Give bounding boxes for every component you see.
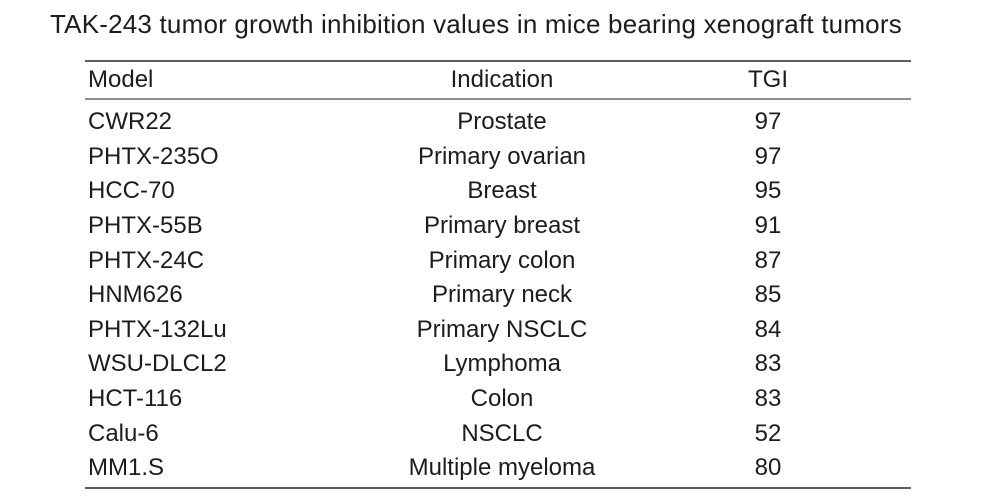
row-model-cell: PHTX-235O xyxy=(88,142,219,170)
row-indication-cell: Primary ovarian xyxy=(417,142,587,170)
row-tgi-cell: 80 xyxy=(754,454,782,482)
row-tgi-cell: 95 xyxy=(754,177,782,205)
row-indication-cell: NSCLC xyxy=(461,419,543,447)
row-indication-cell: Primary breast xyxy=(423,212,581,240)
column-header-indication: Indication xyxy=(450,66,554,93)
table-row: HCT-116 Colon 83 xyxy=(85,382,911,417)
table-row: PHTX-132Lu Primary NSCLC 84 xyxy=(85,313,911,348)
row-indication-cell: Prostate xyxy=(457,108,547,136)
row-model-cell: PHTX-55B xyxy=(88,212,203,240)
row-indication-cell: Primary colon xyxy=(428,246,576,274)
row-model-cell: HCT-116 xyxy=(88,385,183,413)
row-indication-cell: Primary neck xyxy=(431,281,573,309)
figure-title: TAK-243 tumor growth inhibition values i… xyxy=(50,9,902,39)
row-tgi-cell: 91 xyxy=(754,212,782,240)
row-model-cell: HNM626 xyxy=(88,281,183,309)
row-model-cell: MM1.S xyxy=(88,454,165,482)
column-header-tgi: TGI xyxy=(748,66,788,93)
row-indication-cell: Colon xyxy=(470,385,534,413)
tgi-table: Model Indication TGI CWR22 Prostate 97 PHTX… xyxy=(85,60,911,489)
row-indication-cell: Primary NSCLC xyxy=(416,315,588,343)
row-indication-cell: Lymphoma xyxy=(443,350,561,378)
table-row: WSU-DLCL2 Lymphoma 83 xyxy=(85,347,911,382)
row-tgi-cell: 87 xyxy=(754,246,782,274)
table-row: CWR22 Prostate 97 xyxy=(85,105,911,140)
row-model-cell: HCC-70 xyxy=(88,177,175,205)
row-indication-cell: Breast xyxy=(467,177,537,205)
row-model-cell: CWR22 xyxy=(88,108,173,136)
row-model-cell: PHTX-24C xyxy=(88,246,205,274)
table-body: CWR22 Prostate 97 PHTX-235O Primary ovarian 9… xyxy=(85,100,911,487)
table-row: Calu-6 NSCLC 52 xyxy=(85,416,911,451)
row-tgi-cell: 83 xyxy=(754,385,782,413)
row-model-cell: PHTX-132Lu xyxy=(88,315,227,343)
row-tgi-cell: 84 xyxy=(754,315,782,343)
table-row: HNM626 Primary neck 85 xyxy=(85,278,911,313)
table-header-row: Model Indication TGI xyxy=(85,62,911,100)
row-tgi-cell: 52 xyxy=(754,419,782,447)
table-row: HCC-70 Breast 95 xyxy=(85,174,911,209)
column-header-model: Model xyxy=(88,66,154,93)
row-indication-cell: Multiple myeloma xyxy=(408,454,596,482)
row-model-cell: Calu-6 xyxy=(88,419,159,447)
table-row: MM1.S Multiple myeloma 80 xyxy=(85,451,911,486)
row-tgi-cell: 85 xyxy=(754,281,782,309)
row-tgi-cell: 83 xyxy=(754,350,782,378)
table-row: PHTX-24C Primary colon 87 xyxy=(85,243,911,278)
table-row: PHTX-55B Primary breast 91 xyxy=(85,209,911,244)
table-row: PHTX-235O Primary ovarian 97 xyxy=(85,140,911,175)
row-model-cell: WSU-DLCL2 xyxy=(88,350,227,378)
row-tgi-cell: 97 xyxy=(754,108,782,136)
row-tgi-cell: 97 xyxy=(754,142,782,170)
